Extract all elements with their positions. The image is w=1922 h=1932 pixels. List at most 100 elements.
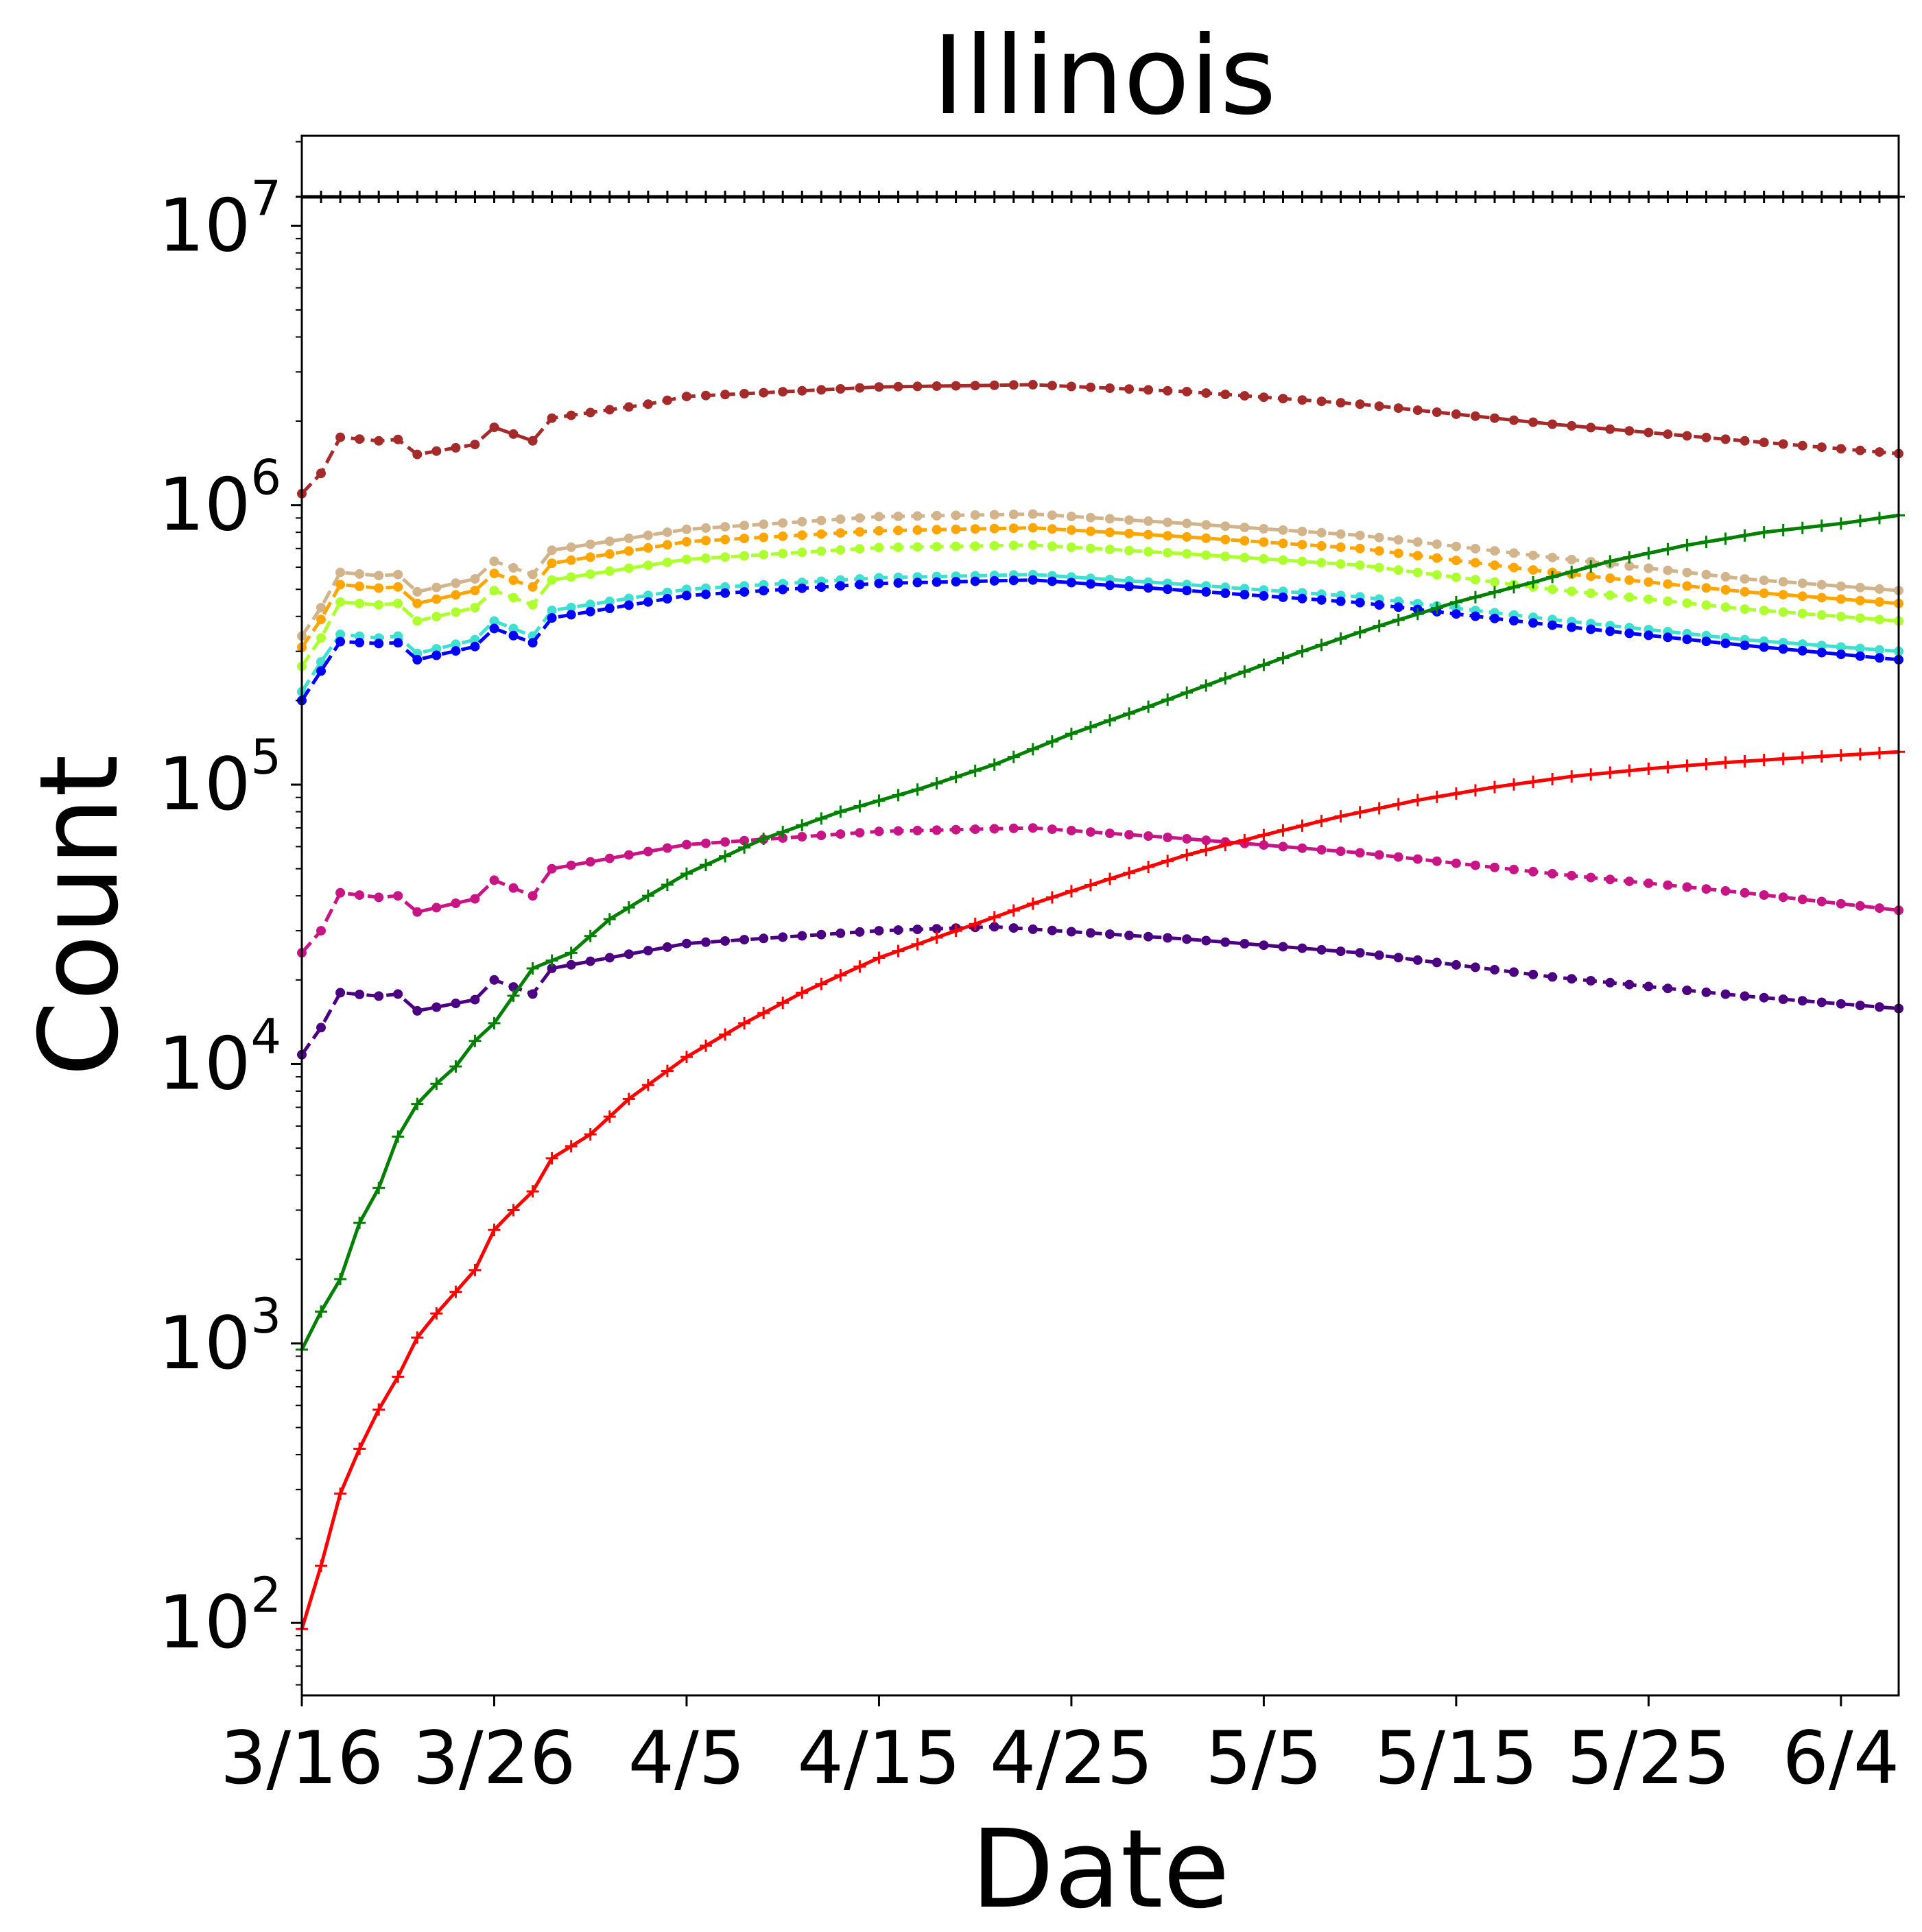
series-7-point <box>451 898 461 908</box>
series-1-point <box>412 449 423 460</box>
series-3-point <box>989 523 999 534</box>
series-2-point <box>566 542 576 552</box>
series-10-point <box>930 931 943 944</box>
series-9-point <box>1411 608 1424 621</box>
series-7-point <box>412 907 423 917</box>
series-2-point <box>1220 521 1231 532</box>
series-9 <box>296 509 1905 1356</box>
series-7-point <box>1547 868 1558 879</box>
series-2-point <box>508 563 519 573</box>
series-1-point <box>1047 381 1057 391</box>
series-2-point <box>1297 526 1307 536</box>
series-7-point <box>1567 870 1577 881</box>
series-3-point <box>355 581 365 591</box>
series-3-point <box>451 590 461 600</box>
series-10-point <box>1546 772 1559 785</box>
series-1-point <box>1586 422 1596 433</box>
series-9-point <box>776 826 790 839</box>
series-3-point <box>585 552 595 562</box>
series-10-point <box>507 1204 520 1217</box>
series-2-point <box>1028 509 1038 519</box>
series-0-point <box>545 190 558 203</box>
series-2-point <box>1836 581 1846 591</box>
series-9-point <box>565 946 578 959</box>
series-10-point <box>526 1185 539 1198</box>
series-0-point <box>1142 190 1155 203</box>
series-2-point <box>1624 561 1635 571</box>
series-1-point <box>1297 395 1307 405</box>
series-10-point <box>1065 885 1078 898</box>
series-4-point <box>1490 577 1499 587</box>
series-6-point <box>643 597 653 607</box>
series-0-point <box>1007 190 1020 203</box>
series-2-point <box>1355 530 1365 540</box>
series-0-point <box>1585 190 1598 203</box>
series-10-point <box>488 1224 501 1237</box>
series-8-point <box>412 1005 423 1016</box>
series-10-point <box>1796 751 1809 764</box>
series-9-point <box>353 1217 366 1230</box>
series-9-point <box>392 1130 405 1143</box>
series-4-point <box>989 540 999 551</box>
series-1-point <box>1143 385 1154 395</box>
series-0-point <box>526 190 539 203</box>
series-4-point <box>816 546 827 556</box>
series-9-point <box>1392 613 1405 626</box>
series-2-point <box>682 524 691 534</box>
series-1-point <box>1644 427 1654 438</box>
series-7-point <box>1682 882 1692 892</box>
series-1-point <box>355 434 365 444</box>
series-7-point <box>1875 903 1884 914</box>
series-2-point <box>1778 577 1788 587</box>
series-0-point <box>1065 190 1078 203</box>
series-0-point <box>1546 190 1559 203</box>
series-10-point <box>969 918 982 931</box>
series-6-point <box>547 613 557 623</box>
series-3-point <box>527 582 538 592</box>
x-tick-label: 4/5 <box>628 1716 746 1800</box>
series-0-point <box>1315 190 1328 203</box>
series-4-point <box>778 549 788 559</box>
series-4-point <box>1605 590 1615 600</box>
series-1-line <box>300 383 1899 495</box>
series-8-point <box>1220 937 1231 947</box>
series-7-point <box>1028 823 1038 833</box>
series-4-point <box>1239 553 1250 562</box>
series-3-point <box>1470 558 1480 568</box>
series-5-point <box>489 616 499 626</box>
series-3-point <box>720 534 731 545</box>
series-4-point <box>1066 542 1076 552</box>
series-8-point <box>759 933 769 944</box>
series-7-point <box>1528 866 1539 876</box>
series-1-point <box>1201 388 1211 398</box>
series-3-point <box>335 580 346 590</box>
series-10-point <box>1373 802 1386 815</box>
series-5-point <box>604 596 615 606</box>
series-10 <box>296 746 1905 1636</box>
series-8-point <box>1124 930 1135 940</box>
series-9-point <box>1353 625 1366 639</box>
series-0-point <box>719 190 732 203</box>
series-9-point <box>411 1097 424 1110</box>
series-0-point <box>757 190 770 203</box>
series-2-point <box>778 518 788 528</box>
series-10-point <box>1527 775 1540 788</box>
series-8-point <box>1259 940 1269 951</box>
series-10-point <box>1181 848 1194 861</box>
series-1-point <box>970 381 980 391</box>
series-2-point <box>1086 512 1095 523</box>
series-6-point <box>1586 624 1596 634</box>
series-8-point <box>739 935 750 945</box>
series-8-point <box>1105 929 1115 940</box>
series-9-point <box>1642 547 1655 560</box>
series-2-point <box>412 586 423 597</box>
series-10-point <box>334 1487 347 1500</box>
series-10-point <box>949 925 962 938</box>
series-8-point <box>1451 959 1461 970</box>
series-4-point <box>1008 540 1019 551</box>
series-10-point <box>1238 833 1251 846</box>
series-2-point <box>547 545 557 556</box>
series-2-point <box>739 521 750 531</box>
series-4-point <box>1393 565 1403 575</box>
series-0-point <box>565 190 578 203</box>
